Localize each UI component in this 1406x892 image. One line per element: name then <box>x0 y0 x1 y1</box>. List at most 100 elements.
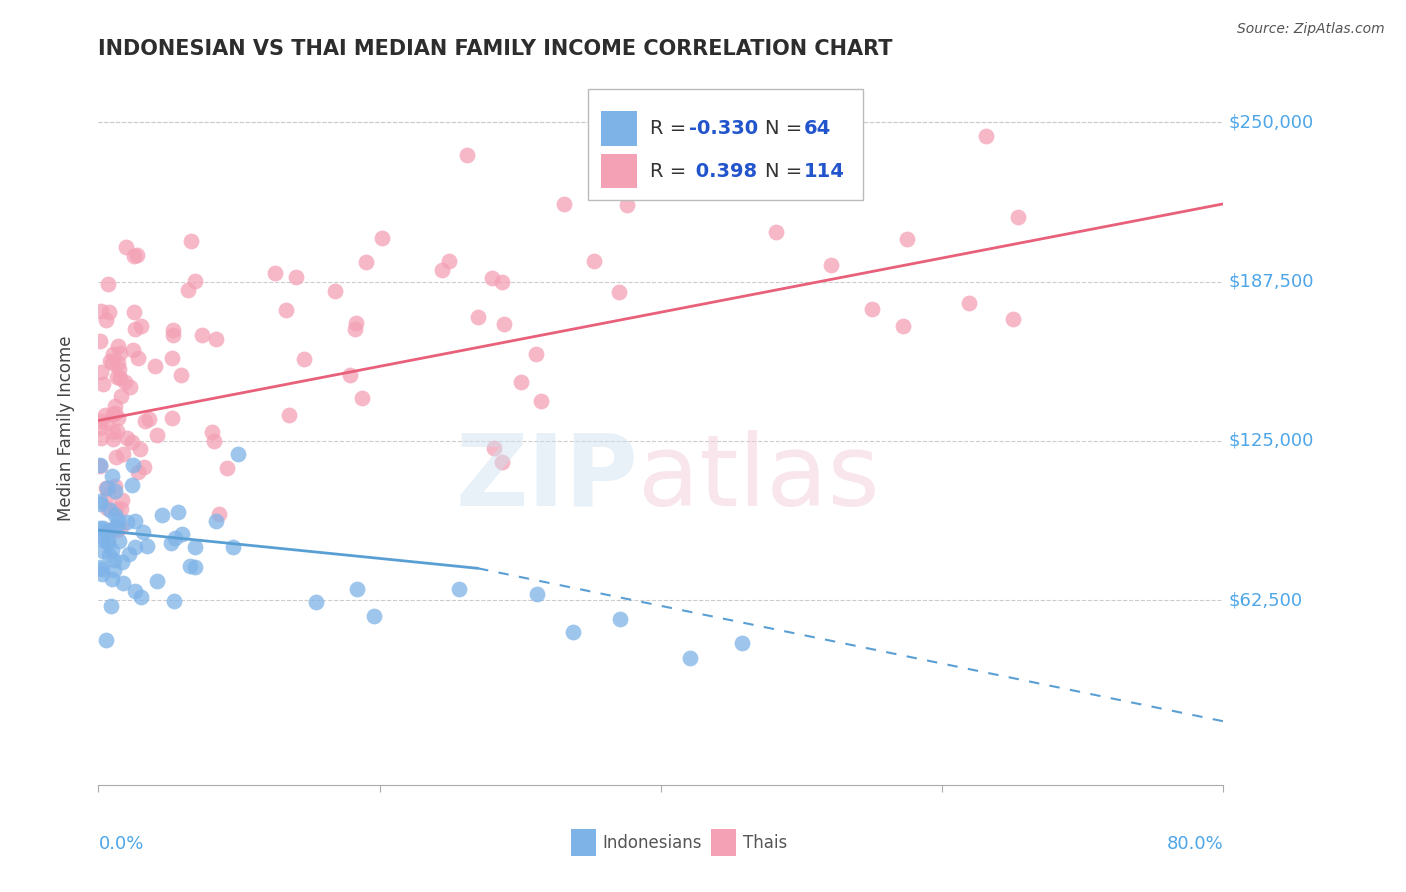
Point <box>974 129 997 144</box>
Point <box>107 339 129 353</box>
Point <box>325 284 347 298</box>
Point <box>115 239 138 253</box>
Point <box>278 408 301 422</box>
Point <box>96 500 118 515</box>
Point <box>201 425 224 439</box>
Point <box>491 455 513 469</box>
Point <box>103 407 125 421</box>
Point <box>134 414 156 428</box>
Point <box>797 167 820 181</box>
Point <box>165 532 187 546</box>
Point <box>957 296 980 310</box>
Y-axis label: Median Family Income: Median Family Income <box>56 335 75 521</box>
Point <box>108 346 131 360</box>
Point <box>264 266 287 280</box>
Point <box>97 488 120 502</box>
Point <box>118 548 141 562</box>
Point <box>89 494 111 508</box>
Point <box>94 481 117 495</box>
Point <box>371 231 394 245</box>
Point <box>101 432 124 446</box>
Point <box>135 539 157 553</box>
Point <box>860 301 883 316</box>
Point <box>114 376 136 390</box>
Text: -0.330: -0.330 <box>689 119 758 138</box>
Text: atlas: atlas <box>638 430 880 526</box>
Point <box>1007 211 1029 225</box>
Point <box>96 633 118 648</box>
Point <box>89 521 111 535</box>
Point <box>107 411 129 425</box>
Point <box>170 527 193 541</box>
Point <box>124 322 146 336</box>
Point <box>146 574 169 588</box>
Point <box>104 479 127 493</box>
Point <box>94 312 117 326</box>
Point <box>208 507 231 521</box>
Point <box>129 442 152 456</box>
FancyBboxPatch shape <box>602 154 637 188</box>
Point <box>103 553 125 567</box>
Point <box>103 521 125 535</box>
Point <box>820 258 842 272</box>
Point <box>101 356 124 370</box>
Point <box>163 594 186 608</box>
Point <box>491 275 513 289</box>
Point <box>125 248 148 262</box>
Text: 80.0%: 80.0% <box>1167 835 1223 853</box>
Text: $62,500: $62,500 <box>1229 591 1303 609</box>
Point <box>138 412 160 426</box>
Point <box>101 425 124 439</box>
Point <box>363 608 385 623</box>
Point <box>129 590 152 604</box>
Point <box>481 270 503 285</box>
Point <box>679 651 702 665</box>
Point <box>111 447 134 461</box>
Point <box>121 478 143 492</box>
Point <box>115 431 138 445</box>
Point <box>105 518 128 533</box>
Point <box>112 575 135 590</box>
Point <box>731 636 754 650</box>
Point <box>226 447 249 461</box>
Point <box>110 389 132 403</box>
Point <box>89 497 111 511</box>
Point <box>184 540 207 554</box>
Text: N =: N = <box>765 161 808 181</box>
Point <box>90 414 112 428</box>
Point <box>108 371 131 385</box>
Point <box>98 354 121 368</box>
Point <box>97 533 120 547</box>
Point <box>356 255 378 269</box>
Text: 0.398: 0.398 <box>689 161 756 181</box>
Point <box>96 524 118 538</box>
Point <box>344 321 367 335</box>
Point <box>89 420 111 434</box>
Point <box>179 558 201 573</box>
Point <box>184 560 207 574</box>
Point <box>492 317 515 331</box>
Text: Thais: Thais <box>742 834 787 852</box>
Point <box>110 501 132 516</box>
Point <box>891 318 914 333</box>
Point <box>105 523 128 537</box>
Point <box>143 359 166 374</box>
Point <box>609 612 631 626</box>
Point <box>583 254 606 268</box>
Point <box>437 253 460 268</box>
Point <box>131 525 153 540</box>
Point <box>131 318 153 333</box>
Point <box>104 406 127 420</box>
FancyBboxPatch shape <box>571 830 596 856</box>
Point <box>121 435 143 450</box>
Point <box>526 587 548 601</box>
Point <box>97 277 120 291</box>
Text: ZIP: ZIP <box>456 430 638 526</box>
Point <box>350 391 373 405</box>
Point <box>89 458 111 473</box>
Point <box>449 582 471 597</box>
Point <box>121 343 143 357</box>
Point <box>896 232 918 246</box>
Point <box>292 352 315 367</box>
Point <box>91 377 114 392</box>
